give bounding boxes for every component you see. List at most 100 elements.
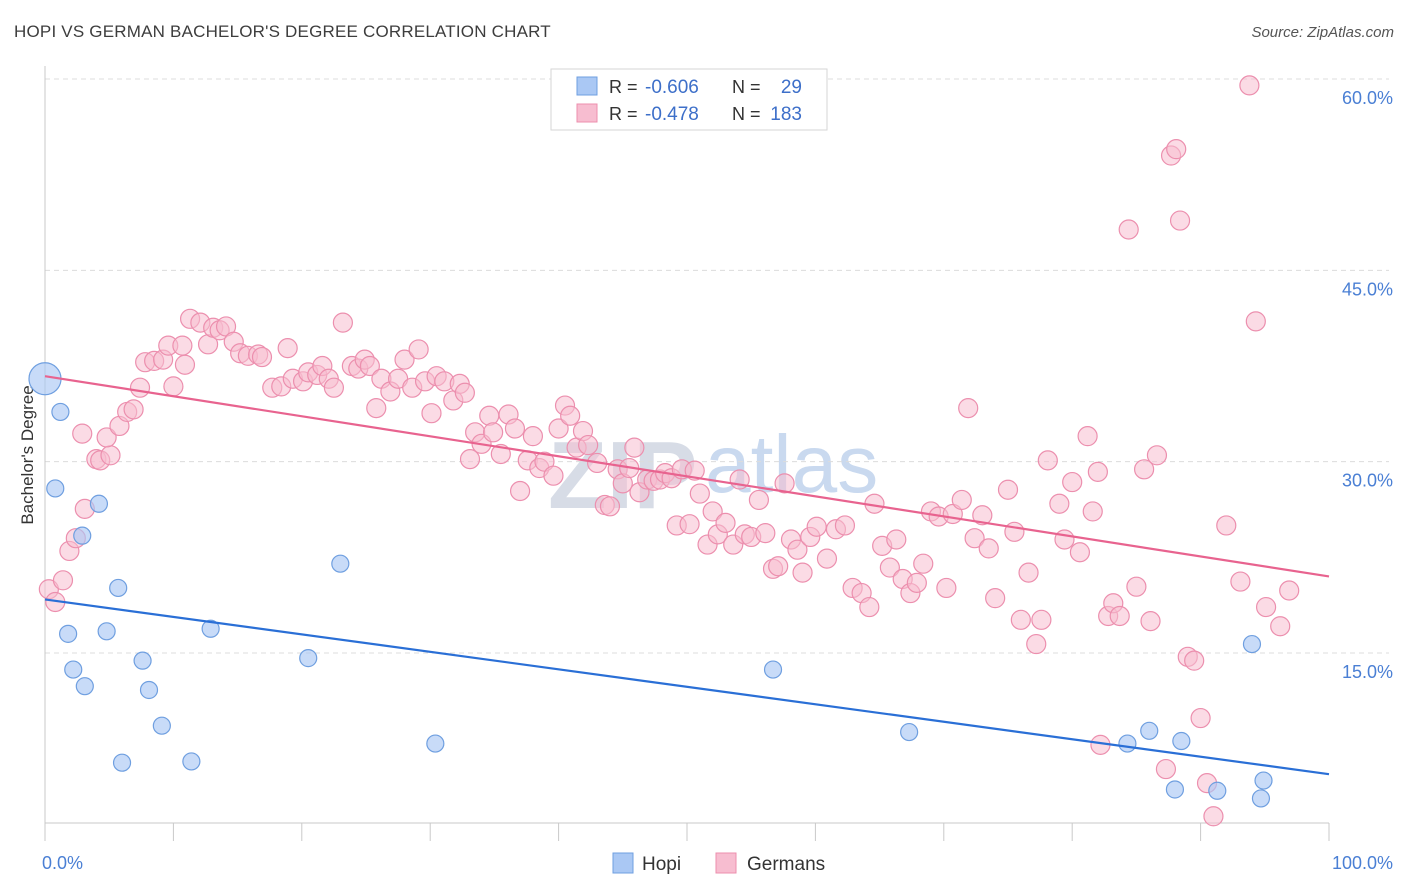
hopi-point (1165, 780, 1185, 799)
germans-point (1255, 596, 1277, 618)
legend-hopi-label: Hopi (642, 854, 681, 875)
germans-point (748, 489, 770, 511)
germans-point (1134, 459, 1155, 480)
hopi-point (46, 479, 65, 498)
hopi-point (97, 622, 116, 641)
germans-point (394, 349, 415, 370)
germans-point (936, 577, 957, 599)
germans-point (1054, 529, 1075, 550)
germans-point (1216, 515, 1237, 536)
germans-point (886, 529, 907, 550)
germans-point (359, 355, 380, 377)
germans-point (997, 479, 1019, 500)
hopi-point (152, 716, 171, 735)
germans-point (1155, 758, 1177, 780)
germans-point (1004, 521, 1025, 542)
hopi-point (1208, 781, 1227, 800)
germans-point (1109, 605, 1130, 627)
trend-lines (44, 375, 1330, 776)
germans-point (834, 515, 856, 536)
y-axis-label: Bachelor's Degree (18, 385, 37, 524)
germans-point (906, 572, 927, 593)
hopi-point (900, 722, 919, 742)
germans-point (1082, 501, 1103, 522)
hopi-point (51, 402, 70, 422)
hopi-point (1172, 731, 1191, 751)
y-tick-label: 45.0% (1342, 279, 1393, 299)
germans-point (985, 588, 1006, 609)
chart-title: HOPI VS GERMAN BACHELOR'S DEGREE CORRELA… (14, 22, 551, 41)
germans-point (1049, 493, 1070, 514)
germans-n-value: 183 (770, 104, 802, 125)
germans-point (1184, 650, 1205, 671)
germans-point (958, 397, 979, 419)
germans-point (1190, 707, 1211, 729)
x-tick-labels: 0.0% 100.0% (42, 853, 1393, 873)
hopi-r-value: -0.606 (645, 77, 699, 98)
germans-point (277, 338, 298, 359)
hopi-point (73, 526, 92, 545)
hopi-point (133, 651, 152, 670)
germans-n-label: N = (732, 104, 761, 124)
germans-point (100, 445, 121, 466)
hopi-point (1118, 734, 1137, 753)
germans-point (172, 335, 193, 356)
germans-point (1166, 139, 1187, 160)
germans-point (774, 473, 795, 494)
hopi-point (182, 752, 201, 771)
germans-trend-line (44, 375, 1330, 578)
germans-point (332, 312, 353, 333)
legend-germans-swatch (715, 852, 737, 874)
germans-point (1230, 571, 1251, 592)
germans-point (624, 437, 645, 458)
hopi-point (299, 649, 318, 668)
germans-points (38, 75, 1300, 827)
germans-point (163, 376, 184, 397)
germans-point (479, 405, 500, 426)
hopi-point (1140, 721, 1159, 740)
germans-point (1203, 806, 1224, 827)
germans-point (1087, 461, 1108, 482)
germans-point (1037, 450, 1058, 471)
germans-point (174, 354, 196, 375)
germans-point (560, 405, 581, 426)
source-credit: Source: ZipAtlas.com (1251, 24, 1394, 41)
germans-point (366, 397, 387, 419)
legend-hopi-swatch (612, 852, 634, 874)
hopi-point (75, 677, 94, 696)
hopi-point (331, 554, 350, 573)
germans-point (1146, 445, 1168, 466)
germans-point (1118, 219, 1139, 240)
hopi-point (763, 660, 783, 679)
hopi-n-value: 29 (781, 77, 802, 98)
germans-point (1169, 210, 1191, 231)
germans-point (1069, 542, 1091, 563)
germans-point (1010, 609, 1031, 630)
hopi-point (112, 753, 132, 772)
axes (44, 66, 1330, 841)
germans-point (972, 505, 993, 526)
germans-point (548, 418, 569, 439)
germans-point (599, 496, 621, 517)
germans-point (490, 443, 511, 465)
germans-point (421, 403, 442, 424)
hopi-swatch (576, 76, 598, 96)
germans-point (787, 539, 808, 560)
germans-point (859, 596, 880, 618)
germans-point (679, 514, 700, 535)
germans-point (129, 377, 151, 398)
germans-point (509, 480, 531, 502)
hopi-n-label: N = (732, 77, 761, 97)
germans-point (1270, 616, 1291, 637)
hopi-point (89, 494, 109, 513)
germans-point (1062, 471, 1083, 493)
germans-point (879, 557, 900, 578)
hopi-point (1251, 789, 1271, 808)
hopi-trend-line (44, 598, 1330, 776)
germans-swatch (576, 103, 598, 123)
hopi-point (1242, 634, 1262, 654)
hopi-point (59, 624, 78, 643)
hopi-point (139, 680, 159, 700)
x-tick-label: 0.0% (42, 853, 83, 873)
